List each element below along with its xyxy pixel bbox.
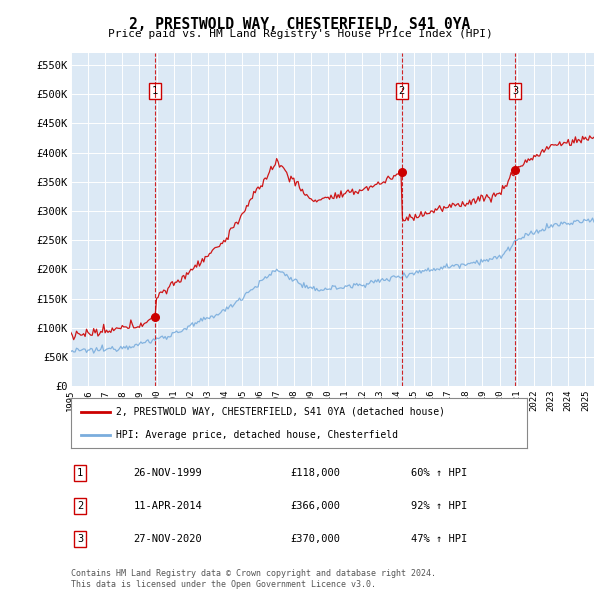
Text: 26-NOV-1999: 26-NOV-1999 (134, 468, 202, 478)
Text: Price paid vs. HM Land Registry's House Price Index (HPI): Price paid vs. HM Land Registry's House … (107, 29, 493, 39)
Text: 47% ↑ HPI: 47% ↑ HPI (411, 534, 467, 544)
Text: 3: 3 (77, 534, 83, 544)
Text: Contains HM Land Registry data © Crown copyright and database right 2024.
This d: Contains HM Land Registry data © Crown c… (71, 569, 436, 589)
Text: 27-NOV-2020: 27-NOV-2020 (134, 534, 202, 544)
Text: 60% ↑ HPI: 60% ↑ HPI (411, 468, 467, 478)
Text: 3: 3 (512, 86, 518, 96)
Text: 2: 2 (77, 501, 83, 511)
Text: 2, PRESTWOLD WAY, CHESTERFIELD, S41 0YA (detached house): 2, PRESTWOLD WAY, CHESTERFIELD, S41 0YA … (116, 407, 445, 417)
Text: 92% ↑ HPI: 92% ↑ HPI (411, 501, 467, 511)
Text: 2, PRESTWOLD WAY, CHESTERFIELD, S41 0YA: 2, PRESTWOLD WAY, CHESTERFIELD, S41 0YA (130, 17, 470, 31)
Text: £366,000: £366,000 (290, 501, 341, 511)
Text: 1: 1 (77, 468, 83, 478)
Text: 2: 2 (398, 86, 405, 96)
Text: £118,000: £118,000 (290, 468, 341, 478)
Text: 1: 1 (152, 86, 158, 96)
Text: £370,000: £370,000 (290, 534, 341, 544)
Text: 11-APR-2014: 11-APR-2014 (134, 501, 202, 511)
Text: HPI: Average price, detached house, Chesterfield: HPI: Average price, detached house, Ches… (116, 430, 398, 440)
